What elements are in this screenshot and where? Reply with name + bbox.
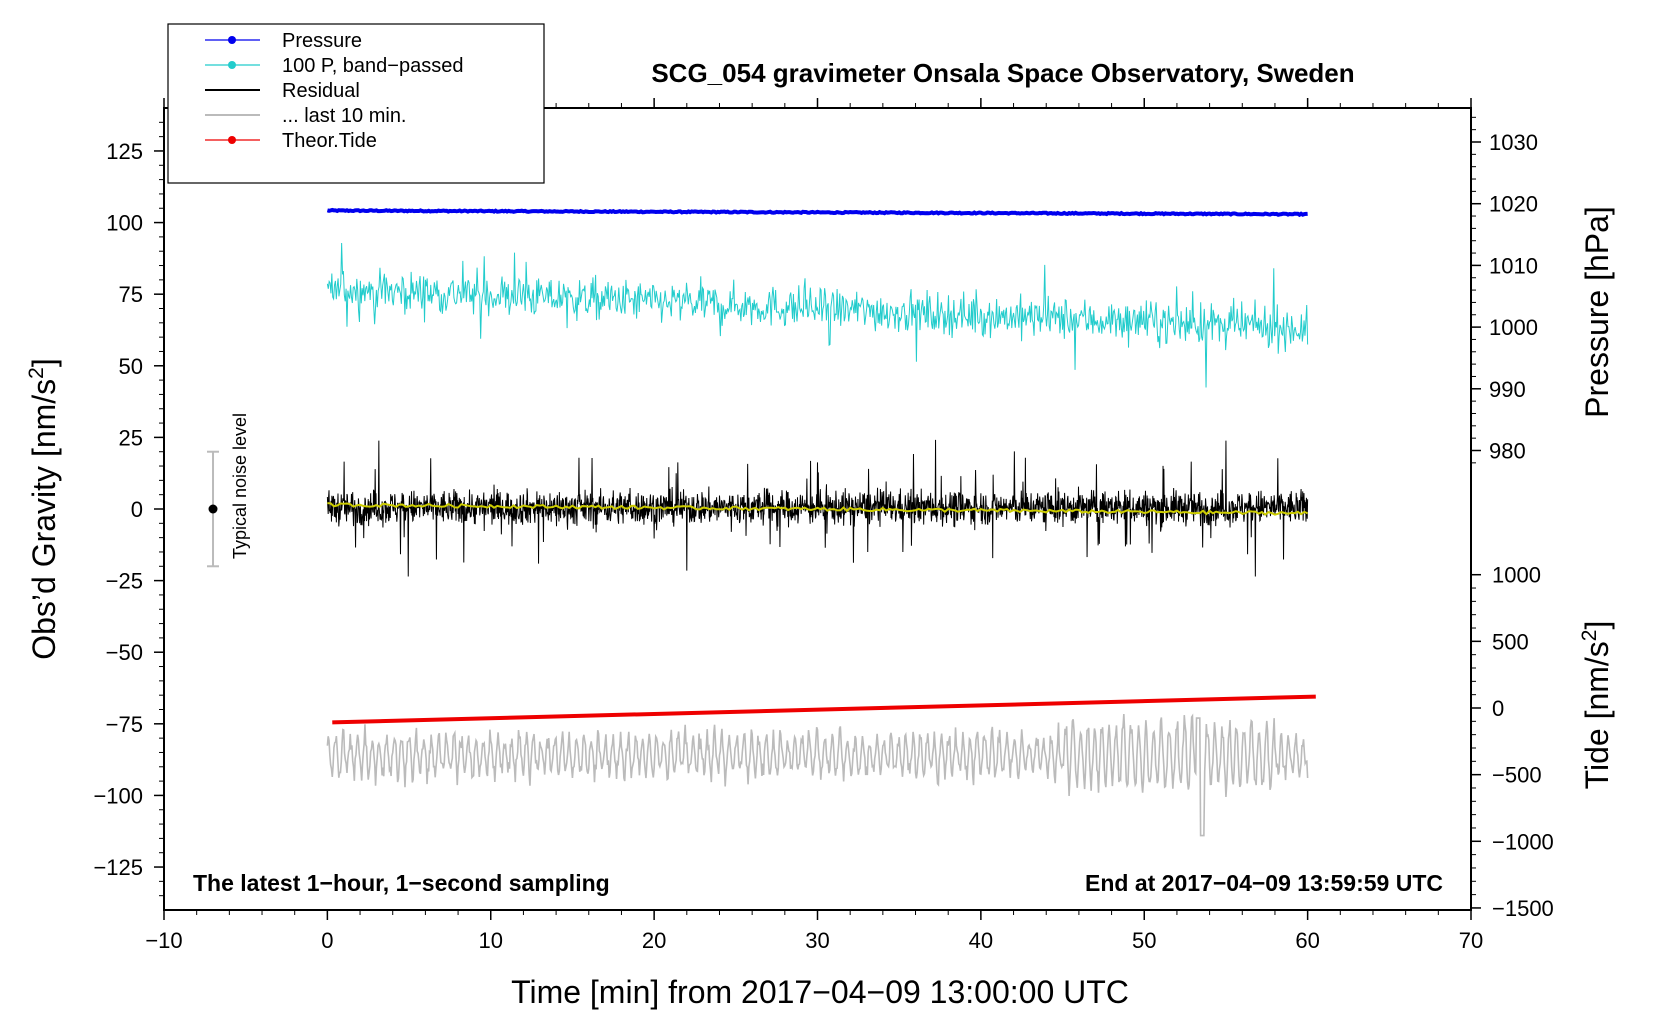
series-theoretical-tide [332,694,1316,725]
pressure-tick-label: 1030 [1489,130,1538,155]
annotation-sampling: The latest 1−hour, 1−second sampling [193,870,610,896]
x-tick-label: 10 [479,928,503,953]
x-axis: −10 0 10 20 30 40 50 60 70 [145,98,1483,953]
tide-tick-label: −500 [1492,763,1542,788]
y-tick-label: 75 [119,282,143,307]
noise-center-dot [208,504,218,514]
y-axis-title-sup: 2 [25,367,48,379]
x-tick-label: 20 [642,928,666,953]
pressure-tick-label: 1020 [1489,192,1538,217]
y-axis-gravity: 125 100 75 50 25 0 −25 −50 −75 −100 −125 [93,121,164,897]
x-tick-label: 30 [805,928,829,953]
y-axis-title: Obs’d Gravity [nm/s2] [25,358,62,660]
y-tick-label: −125 [93,855,143,880]
tide-tick-label: −1500 [1492,896,1554,921]
x-tick-label: 70 [1459,928,1483,953]
y-axis-tide: 1000 500 0 −500 −1000 −1500 [1471,563,1554,921]
pressure-axis-title: Pressure [hPa] [1579,206,1615,418]
y-tick-label: 25 [119,425,143,450]
y-tick-label: −25 [106,569,143,594]
y-axis-title-end: ] [26,358,62,367]
legend-label: Residual [282,80,360,102]
x-axis-title: Time [min] from 2017−04−09 13:00:00 UTC [511,974,1129,1010]
y-tick-label: 50 [119,354,143,379]
series-pressure [326,207,1308,218]
tide-tick-label: 1000 [1492,563,1541,588]
y-tick-label: 100 [106,211,143,236]
series-residual [326,439,1309,577]
tide-axis-title-text: Tide [nm/s [1579,641,1615,789]
legend: Pressure 100 P, band−passed Residual ... la… [167,23,545,184]
y-axis-title-text: Obs’d Gravity [nm/s [26,379,62,660]
pressure-tick-label: 1010 [1489,253,1538,278]
x-tick-label: 50 [1132,928,1156,953]
pressure-tick-label: 990 [1489,377,1526,402]
noise-level-indicator [207,450,220,568]
tide-tick-label: 500 [1492,629,1529,654]
x-tick-label: 0 [321,928,333,953]
series-residual-smoothed [327,502,1309,516]
tide-tick-label: −1000 [1492,829,1554,854]
x-tick-label: 60 [1295,928,1319,953]
noise-level-label: Typical noise level [230,413,250,559]
legend-marker [228,61,236,69]
x-tick-label: −10 [145,928,182,953]
annotation-end-time: End at 2017−04−09 13:59:59 UTC [1085,870,1443,896]
x-tick-label: 40 [969,928,993,953]
y-tick-label: −75 [106,712,143,737]
y-tick-label: 0 [131,497,143,522]
tide-axis-title: Tide [nm/s2] [1578,621,1615,790]
legend-marker [228,36,236,44]
legend-label: ... last 10 min. [282,105,407,127]
series-layer [326,207,1316,837]
pressure-tick-label: 1000 [1489,315,1538,340]
tide-axis-title-end: ] [1579,621,1615,630]
legend-box [167,23,545,184]
series-pressure-bandpassed [326,242,1309,388]
chart-title: SCG_054 gravimeter Onsala Space Observat… [651,58,1354,88]
y-tick-label: −100 [93,783,143,808]
legend-label: Pressure [282,30,362,52]
tide-tick-label: 0 [1492,696,1504,721]
y-tick-label: −50 [106,640,143,665]
legend-label: Theor.Tide [282,130,377,152]
tide-axis-title-sup: 2 [1578,630,1601,642]
legend-label: 100 P, band−passed [282,55,463,77]
series-last-10-min [326,713,1309,837]
legend-marker [228,136,236,144]
pressure-tick-label: 980 [1489,439,1526,464]
y-axis-pressure: 1030 1020 1010 1000 990 980 [1471,116,1538,464]
y-tick-label: 125 [106,139,143,164]
